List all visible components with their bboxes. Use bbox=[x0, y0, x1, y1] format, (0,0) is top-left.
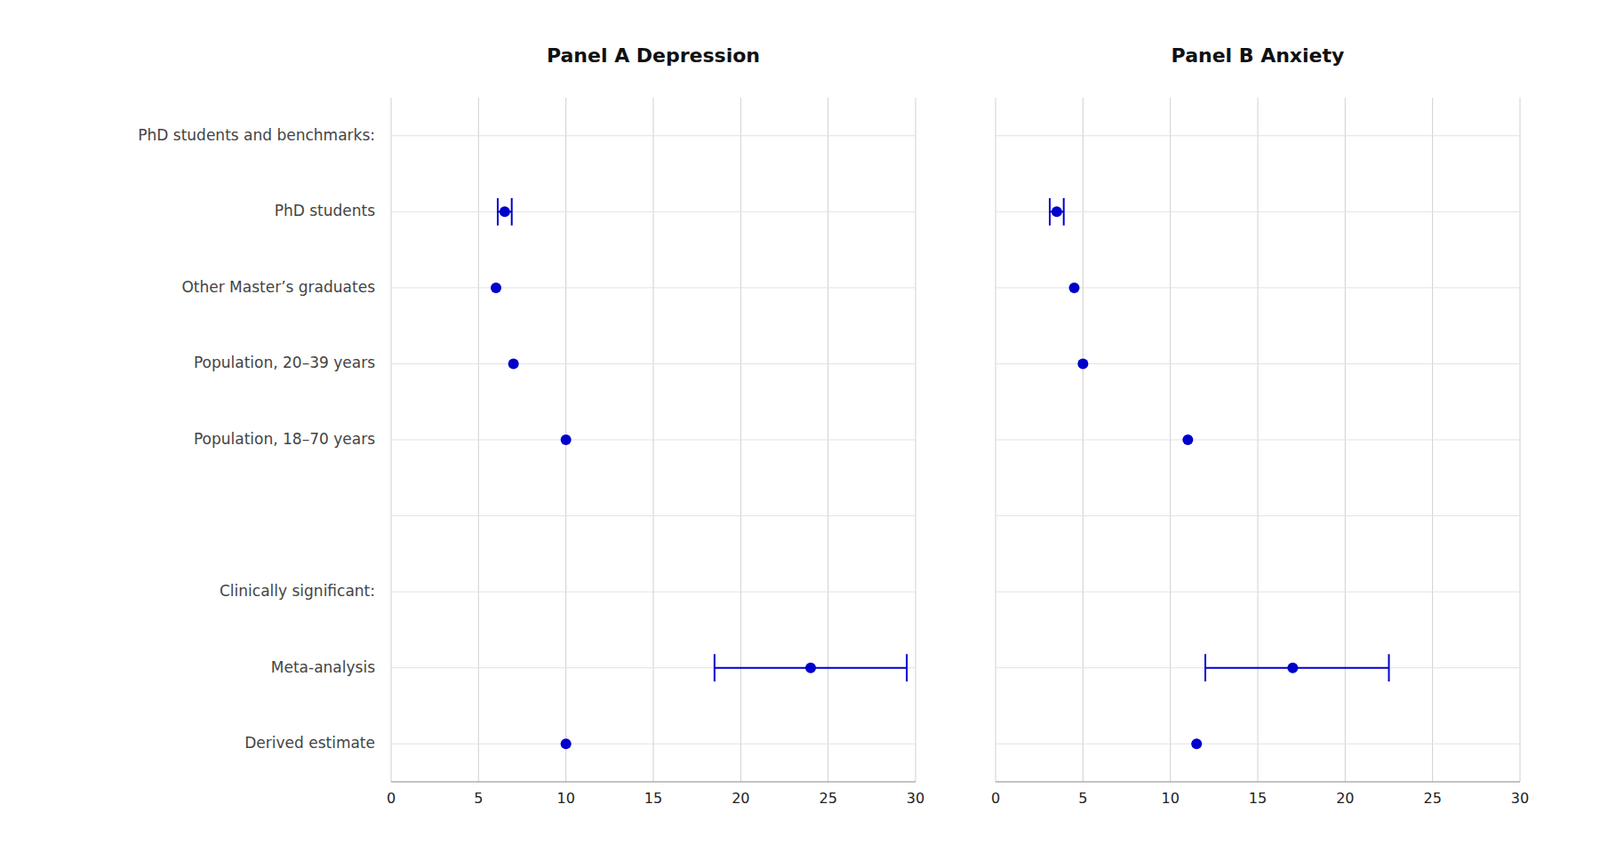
grid-line-y bbox=[995, 211, 1520, 213]
x-tick-label: 0 bbox=[386, 790, 396, 808]
grid-line-y bbox=[995, 515, 1520, 517]
grid-line-y bbox=[391, 363, 916, 365]
dot bbox=[490, 282, 502, 294]
x-tick-label: 30 bbox=[906, 790, 925, 808]
x-tick-label: 10 bbox=[556, 790, 575, 808]
grid-line-y bbox=[391, 667, 916, 669]
category-label: Clinically significant: bbox=[219, 582, 376, 600]
marks bbox=[490, 198, 907, 750]
error-cap-low bbox=[1048, 198, 1051, 226]
grid-line-y bbox=[391, 287, 916, 288]
x-tick-label: 15 bbox=[644, 790, 663, 808]
dot bbox=[499, 206, 511, 217]
x-tick-label: 20 bbox=[1336, 790, 1354, 808]
error-cap-low bbox=[1204, 654, 1207, 682]
x-tick-label: 5 bbox=[1078, 790, 1088, 808]
error-cap-high bbox=[511, 198, 513, 226]
x-tick-label: 5 bbox=[473, 790, 483, 808]
category-label: Derived estimate bbox=[244, 734, 376, 752]
x-axis-line bbox=[391, 782, 916, 784]
grid-line-y bbox=[995, 363, 1520, 365]
panel: Panel A Depression 0 5 10 15 20 25 30 PhD studen… bbox=[137, 44, 925, 808]
x-tick-label: 25 bbox=[1423, 790, 1441, 808]
grid-line-y bbox=[391, 135, 916, 136]
category-label: Population, 18–70 years bbox=[193, 430, 376, 448]
grid-line-y bbox=[391, 515, 916, 517]
x-tick-label: 10 bbox=[1160, 790, 1179, 808]
error-cap-high bbox=[905, 654, 908, 682]
grid-line-y bbox=[391, 440, 916, 441]
dot bbox=[1069, 282, 1080, 294]
dot bbox=[560, 434, 572, 446]
grid-line-y bbox=[391, 744, 916, 745]
dot bbox=[1077, 358, 1088, 369]
error-cap-low bbox=[496, 198, 499, 226]
category-label: Meta-analysis bbox=[271, 658, 376, 677]
category-label: PhD students and benchmarks: bbox=[137, 126, 376, 144]
category-label: Other Master’s graduates bbox=[181, 278, 376, 296]
grid-line-y bbox=[995, 667, 1520, 669]
x-tick-label: 15 bbox=[1248, 790, 1267, 808]
grid-line-y bbox=[391, 592, 916, 593]
x-tick-label: 20 bbox=[731, 790, 750, 808]
dot bbox=[1287, 663, 1298, 674]
x-tick-label: 30 bbox=[1511, 790, 1529, 808]
panel: Panel B Anxiety 0 5 10 15 20 25 30 bbox=[991, 44, 1529, 808]
x-axis-line bbox=[995, 782, 1520, 784]
grid-line-y bbox=[995, 135, 1520, 136]
grid-line-y bbox=[995, 592, 1520, 593]
category-label: PhD students bbox=[274, 201, 376, 220]
error-cap-high bbox=[1388, 654, 1391, 682]
grid-line-y bbox=[391, 211, 916, 213]
dot bbox=[508, 358, 520, 369]
dot bbox=[1182, 434, 1193, 446]
error-cap-high bbox=[1063, 198, 1065, 226]
x-tick-label: 25 bbox=[818, 790, 837, 808]
grid-line-y bbox=[995, 744, 1520, 745]
dot bbox=[560, 738, 572, 750]
panel-title: Panel B Anxiety bbox=[1171, 44, 1345, 67]
category-label: Population, 20–39 years bbox=[193, 353, 376, 372]
x-tick-label: 0 bbox=[991, 790, 1000, 808]
marks bbox=[1049, 198, 1390, 750]
error-cap-low bbox=[713, 654, 716, 682]
panel-title: Panel A Depression bbox=[546, 44, 760, 67]
chart: Panel A Depression 0 5 10 15 20 25 30 PhD studen… bbox=[0, 0, 1600, 868]
dot bbox=[1051, 206, 1063, 217]
dot bbox=[1191, 738, 1202, 750]
grid-line-y bbox=[995, 440, 1520, 441]
dot bbox=[805, 663, 816, 674]
